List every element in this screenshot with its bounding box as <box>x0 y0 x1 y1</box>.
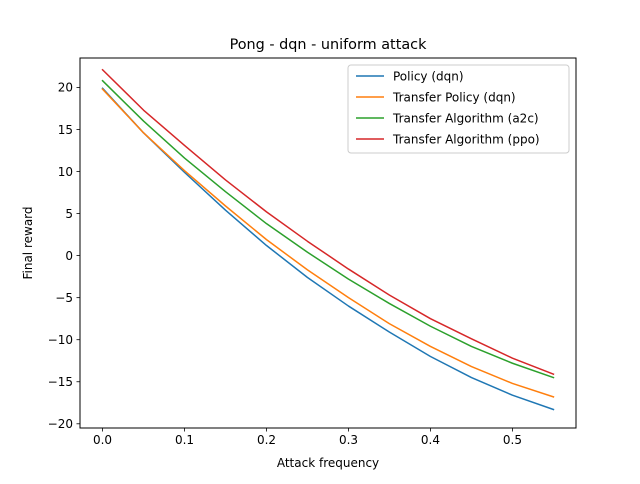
y-tick-label: 20 <box>58 81 73 95</box>
y-tick-label: 15 <box>58 123 73 137</box>
y-tick-label: −10 <box>48 333 73 347</box>
plot-frame <box>79 57 577 429</box>
series-layer <box>101 68 555 411</box>
legend-label-0: Policy (dqn) <box>393 69 464 83</box>
series-line-1 <box>101 88 555 398</box>
y-tick-label: 5 <box>65 207 73 221</box>
series-line-2 <box>101 79 555 379</box>
y-tick-label: −20 <box>48 417 73 431</box>
x-tick-label: 0.5 <box>503 433 522 447</box>
x-tick-label: 0.3 <box>339 433 358 447</box>
chart-title: Pong - dqn - uniform attack <box>230 37 427 53</box>
legend-label-2: Transfer Algorithm (a2c) <box>392 111 539 125</box>
series-line-0 <box>101 87 555 411</box>
y-tick-label: −5 <box>55 291 73 305</box>
x-axis-label: Attack frequency <box>277 456 379 470</box>
y-tick-label: 10 <box>58 165 73 179</box>
legend-box <box>347 64 570 154</box>
legend-label-3: Transfer Algorithm (ppo) <box>392 132 540 146</box>
y-tick-label: −15 <box>48 375 73 389</box>
y-tick-label: 0 <box>65 249 73 263</box>
y-axis-label: Final reward <box>21 206 35 279</box>
x-tick-label: 0.1 <box>175 433 194 447</box>
x-axis-ticks: 0.0 0.1 0.2 0.3 0.4 0.5 <box>93 428 522 447</box>
y-axis-ticks: −20 −15 −10 −5 0 5 10 15 20 <box>48 81 80 431</box>
x-tick-label: 0.0 <box>93 433 112 447</box>
x-tick-label: 0.4 <box>421 433 440 447</box>
legend: Policy (dqn) Transfer Policy (dqn) Transfe… <box>347 64 570 154</box>
x-tick-label: 0.2 <box>257 433 276 447</box>
series-line-3 <box>101 68 555 376</box>
legend-label-1: Transfer Policy (dqn) <box>392 90 516 104</box>
